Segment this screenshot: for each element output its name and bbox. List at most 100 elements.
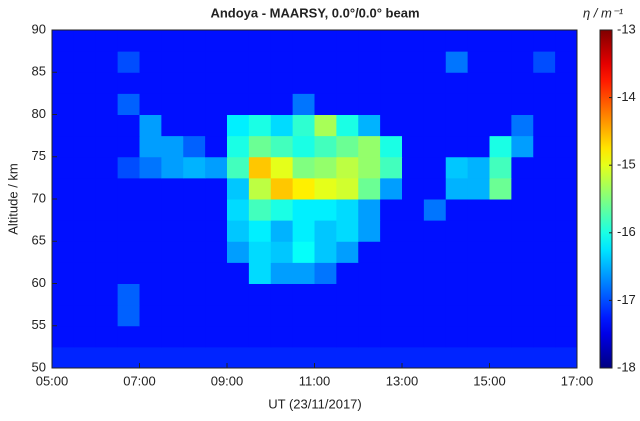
heatmap-cell [533,30,556,52]
heatmap-cell [402,304,425,327]
heatmap-cell [205,72,228,94]
heatmap-cell [73,325,97,348]
heatmap-cell [139,346,162,369]
heatmap-cell [314,262,337,284]
heatmap-cell [139,30,162,52]
heatmap-cell [380,199,403,221]
heatmap-cell [95,283,119,306]
heatmap-cell [139,51,162,73]
heatmap-cell [336,114,359,137]
heatmap-cell [489,304,512,327]
heatmap-cell [183,283,206,306]
x-tick-label: 07:00 [123,373,156,388]
heatmap-cell [73,304,97,327]
heatmap-cell [73,177,97,200]
heatmap-cell [467,30,490,52]
heatmap-cell [555,220,578,242]
heatmap-cell [248,30,272,52]
heatmap-cell [205,304,228,327]
heatmap-cell [489,199,512,221]
heatmap-cell [402,220,425,242]
heatmap-cell [117,346,140,369]
heatmap-cell [95,72,119,94]
heatmap-cell [423,135,447,158]
heatmap-cell [248,177,272,200]
heatmap-cell [423,304,447,327]
heatmap-cell [467,346,490,369]
heatmap-cell [358,156,381,179]
heatmap-cell [248,241,272,263]
heatmap-cell [52,177,75,200]
colorbar-label: η / m⁻¹ [583,5,624,20]
heatmap-cell [73,241,97,263]
heatmap-cell [402,93,425,115]
heatmap-cell [248,304,272,327]
heatmap-cell [511,135,534,158]
heatmap-cell [117,199,140,221]
heatmap-cell [139,93,162,115]
heatmap-cell [139,304,162,327]
heatmap-cell [380,283,403,306]
heatmap-cell [52,135,75,158]
heatmap-cell [248,220,272,242]
heatmap-cell [52,156,75,179]
heatmap-cell [402,156,425,179]
heatmap-cell [248,156,272,179]
heatmap-cell [402,114,425,137]
heatmap-cell [380,93,403,115]
heatmap-cell [117,114,140,137]
heatmap-cell [73,72,97,94]
heatmap-cell [533,304,556,327]
heatmap-cell [73,30,97,52]
heatmap-cell [467,177,490,200]
heatmap-cell [489,177,512,200]
heatmap-cell [292,241,315,263]
heatmap-cell [533,93,556,115]
heatmap-cell [423,156,447,179]
heatmap-cell [270,304,294,327]
heatmap-cell [358,262,381,284]
heatmap-cell [139,262,162,284]
heatmap-cell [117,156,140,179]
x-tick-label: 09:00 [211,373,244,388]
heatmap-cell [117,325,140,348]
colorbar-tick-label: -13 [617,21,636,36]
heatmap-cell [52,114,75,137]
heatmap-cell [117,241,140,263]
heatmap-cell [183,262,206,284]
heatmap-cell [139,72,162,94]
heatmap-cell [511,304,534,327]
heatmap-cell [139,156,162,179]
heatmap-cell [511,51,534,73]
heatmap-cell [358,283,381,306]
heatmap-cell [402,283,425,306]
heatmap-cell [533,346,556,369]
heatmap-cell [423,283,447,306]
heatmap-cell [402,199,425,221]
heatmap-cell [445,220,469,242]
heatmap-cell [336,220,359,242]
y-tick-label: 60 [32,275,46,290]
heatmap-cell [489,262,512,284]
heatmap-cell [227,114,250,137]
heatmap-cell [248,262,272,284]
heatmap-cell [555,114,578,137]
heatmap-cell [73,199,97,221]
heatmap-cell [380,177,403,200]
heatmap-cell [533,177,556,200]
heatmap-cell [205,220,228,242]
heatmap-cell [270,72,294,94]
heatmap-cell [445,114,469,137]
y-tick-label: 90 [32,21,46,36]
y-tick-label: 70 [32,190,46,205]
heatmap-cell [139,283,162,306]
heatmap-cell [511,199,534,221]
heatmap-cell [467,304,490,327]
heatmap-cell [292,72,315,94]
heatmap-cell [183,199,206,221]
heatmap-cell [95,346,119,369]
heatmap-cell [270,177,294,200]
heatmap-cell [489,51,512,73]
heatmap-cell [161,72,184,94]
heatmap-cell [270,241,294,263]
